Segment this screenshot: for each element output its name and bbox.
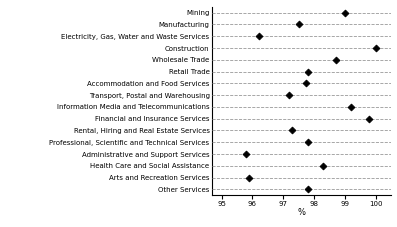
X-axis label: %: %	[298, 208, 306, 217]
